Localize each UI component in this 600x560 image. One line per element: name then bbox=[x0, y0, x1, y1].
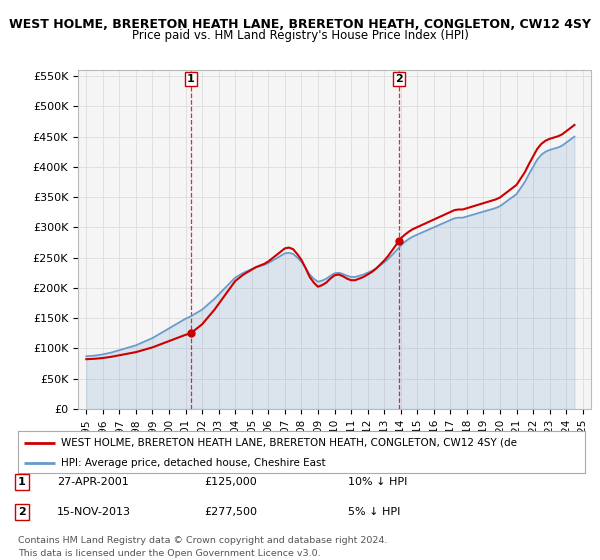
Text: 1: 1 bbox=[187, 74, 195, 84]
Text: WEST HOLME, BRERETON HEATH LANE, BRERETON HEATH, CONGLETON, CW12 4SY (de: WEST HOLME, BRERETON HEATH LANE, BRERETO… bbox=[61, 438, 517, 448]
Text: £125,000: £125,000 bbox=[204, 477, 257, 487]
Text: 27-APR-2001: 27-APR-2001 bbox=[57, 477, 129, 487]
Text: 2: 2 bbox=[395, 74, 403, 84]
Text: This data is licensed under the Open Government Licence v3.0.: This data is licensed under the Open Gov… bbox=[18, 549, 320, 558]
Text: HPI: Average price, detached house, Cheshire East: HPI: Average price, detached house, Ches… bbox=[61, 458, 325, 468]
Text: 5% ↓ HPI: 5% ↓ HPI bbox=[348, 507, 400, 517]
Text: 2: 2 bbox=[18, 507, 26, 517]
Text: WEST HOLME, BRERETON HEATH LANE, BRERETON HEATH, CONGLETON, CW12 4SY: WEST HOLME, BRERETON HEATH LANE, BRERETO… bbox=[9, 18, 591, 31]
Text: 10% ↓ HPI: 10% ↓ HPI bbox=[348, 477, 407, 487]
Text: 1: 1 bbox=[18, 477, 26, 487]
Text: 15-NOV-2013: 15-NOV-2013 bbox=[57, 507, 131, 517]
Text: £277,500: £277,500 bbox=[204, 507, 257, 517]
Text: Price paid vs. HM Land Registry's House Price Index (HPI): Price paid vs. HM Land Registry's House … bbox=[131, 29, 469, 42]
Text: Contains HM Land Registry data © Crown copyright and database right 2024.: Contains HM Land Registry data © Crown c… bbox=[18, 536, 388, 545]
